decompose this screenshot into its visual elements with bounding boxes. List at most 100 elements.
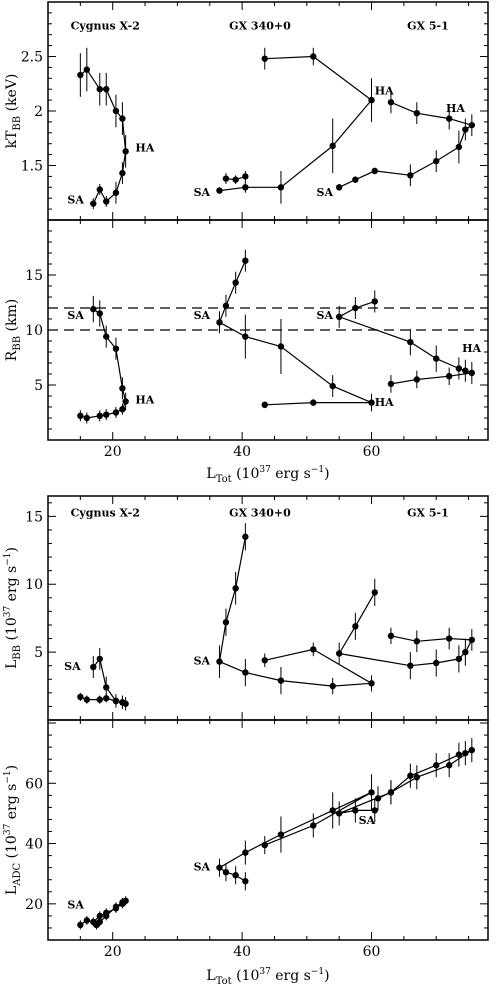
x-tick-label: 60 bbox=[363, 944, 381, 960]
data-point bbox=[122, 398, 129, 405]
y-axis-label: LBB (1037 erg s−1) bbox=[3, 547, 23, 669]
data-point bbox=[407, 772, 414, 779]
data-point bbox=[216, 658, 223, 665]
data-point bbox=[352, 623, 359, 630]
x-label-exp: 37 bbox=[259, 967, 271, 977]
y-axis-label: RBB (km) bbox=[4, 299, 23, 361]
x-axis-label: LTot (1037 erg s−1) bbox=[206, 967, 329, 987]
y-label-sub: BB bbox=[12, 336, 23, 351]
x-tick-label: 40 bbox=[233, 944, 251, 960]
panel-l-bb: 5 10 15 Cygnus X-2 GX 340+0 GX 5-1 SA SA LBB (10… bbox=[3, 495, 489, 721]
data-point bbox=[462, 367, 469, 374]
state-label: HA bbox=[375, 396, 394, 409]
data-point bbox=[387, 99, 395, 106]
data-point bbox=[413, 774, 421, 781]
data-point bbox=[232, 585, 239, 592]
data-point bbox=[468, 121, 476, 129]
data-point bbox=[277, 184, 285, 191]
x-tick-label: 20 bbox=[104, 944, 122, 960]
data-point bbox=[222, 302, 230, 309]
data-point bbox=[261, 55, 268, 62]
data-point bbox=[261, 841, 268, 849]
data-point bbox=[96, 86, 103, 93]
x-label-tail: (10 bbox=[232, 466, 260, 482]
data-point bbox=[242, 669, 249, 676]
data-point bbox=[468, 369, 476, 377]
data-point bbox=[242, 878, 249, 885]
data-point bbox=[407, 662, 414, 669]
y-label-unit-exp: −1 bbox=[3, 770, 13, 783]
data-point bbox=[433, 659, 440, 667]
y-label-tail: (keV) bbox=[4, 74, 20, 116]
data-point bbox=[112, 107, 120, 115]
x-label-sub: Tot bbox=[216, 976, 232, 987]
data-point bbox=[103, 411, 110, 418]
series-line-cyg bbox=[80, 308, 127, 419]
state-label: HA bbox=[446, 102, 465, 115]
y-label-main: kT bbox=[4, 130, 20, 148]
y-tick-label: 5 bbox=[34, 378, 43, 394]
data-point bbox=[368, 680, 375, 687]
data-point bbox=[103, 86, 110, 93]
data-point bbox=[329, 382, 336, 390]
data-point bbox=[371, 807, 378, 814]
data-point bbox=[407, 338, 414, 346]
state-label: SA bbox=[194, 654, 211, 667]
x-label-main: L bbox=[206, 466, 215, 482]
data-point bbox=[413, 638, 421, 645]
data-point bbox=[387, 789, 395, 796]
data-point bbox=[112, 345, 120, 352]
data-point bbox=[455, 751, 463, 758]
data-point bbox=[445, 115, 453, 122]
y-label-tail: (10 bbox=[4, 835, 20, 863]
data-point bbox=[83, 66, 91, 73]
state-label: SA bbox=[194, 309, 211, 322]
state-label: SA bbox=[317, 186, 334, 199]
plot-frame bbox=[47, 495, 489, 721]
source-name-label: GX 5-1 bbox=[407, 506, 449, 519]
data-point bbox=[222, 175, 230, 182]
data-point bbox=[261, 657, 268, 664]
data-point bbox=[232, 176, 239, 183]
y-axis-label: LADC (1037 erg s−1) bbox=[3, 765, 23, 895]
data-point bbox=[216, 864, 223, 871]
data-point bbox=[83, 414, 91, 422]
source-name-label: Cygnus X-2 bbox=[71, 506, 140, 519]
y-label-tail: (km) bbox=[4, 299, 20, 336]
data-point bbox=[368, 399, 375, 406]
x-axis-label-top: LTot (1037 erg s−1) bbox=[206, 465, 329, 485]
data-point bbox=[310, 822, 317, 829]
data-point bbox=[232, 872, 239, 879]
y-label-exp: 37 bbox=[3, 606, 13, 618]
panel-r-bb: 20 40 60 5 10 15 SA HA SA SA HA HA RBB (km) bbox=[4, 219, 489, 460]
data-point bbox=[112, 903, 120, 911]
y-label-sub: BB bbox=[12, 645, 23, 660]
y-label-close: ) bbox=[4, 765, 20, 770]
data-point bbox=[83, 696, 91, 703]
data-point bbox=[90, 305, 97, 313]
state-label: HA bbox=[135, 141, 154, 154]
data-point bbox=[371, 589, 378, 596]
data-point bbox=[329, 807, 336, 814]
x-axis-label-bottom: LTot (1037 erg s−1) bbox=[206, 967, 329, 987]
source-name-label: GX 5-1 bbox=[407, 19, 449, 32]
x-tick-label: 60 bbox=[363, 444, 381, 460]
data-point bbox=[222, 619, 230, 626]
data-point bbox=[242, 333, 249, 340]
y-tick-label: 15 bbox=[25, 509, 43, 525]
data-point bbox=[119, 899, 126, 906]
state-label: SA bbox=[317, 309, 334, 322]
data-point bbox=[277, 343, 285, 350]
data-point bbox=[310, 646, 317, 653]
data-point bbox=[96, 696, 103, 703]
series-line-gx340 bbox=[218, 536, 374, 687]
y-tick-label: 10 bbox=[25, 577, 43, 593]
series-line-gx340 bbox=[218, 791, 372, 882]
data-point bbox=[112, 697, 120, 705]
y-label-tail: (10 bbox=[4, 617, 20, 645]
data-point bbox=[310, 53, 317, 60]
source-name-label: Cygnus X-2 bbox=[71, 19, 140, 32]
state-label: SA bbox=[194, 861, 211, 874]
y-label-main: L bbox=[4, 660, 20, 669]
data-point bbox=[242, 257, 249, 264]
